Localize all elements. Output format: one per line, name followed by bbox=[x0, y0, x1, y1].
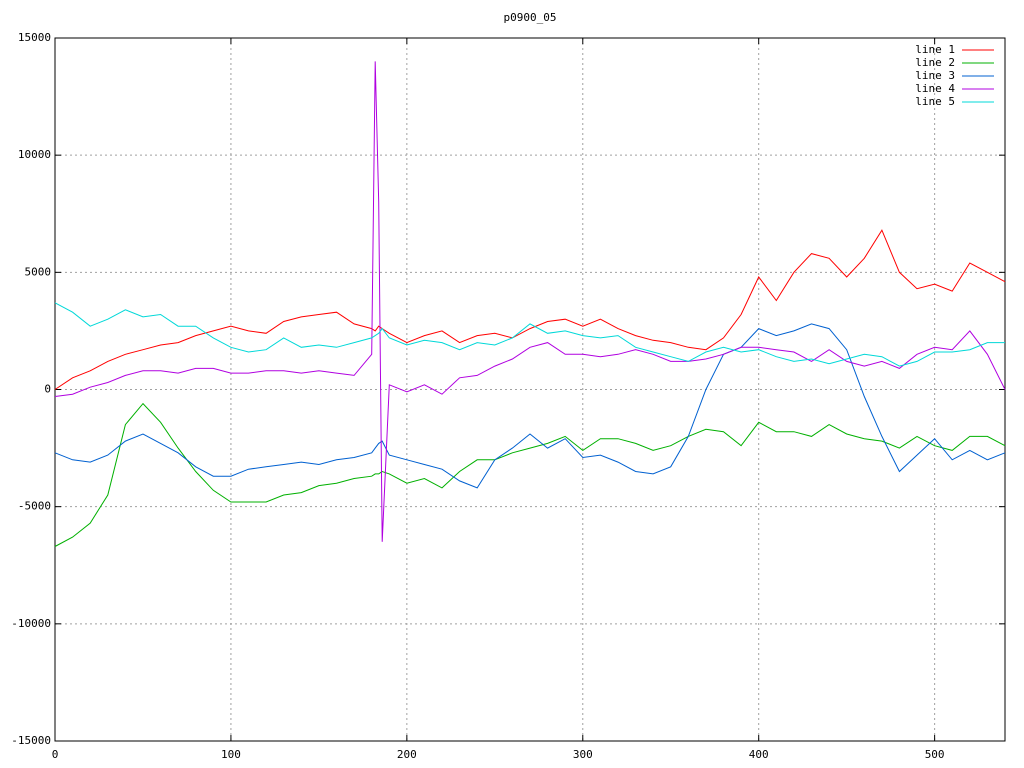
x-tick-label: 100 bbox=[221, 748, 241, 761]
x-tick-label: 300 bbox=[573, 748, 593, 761]
y-tick-label: 0 bbox=[44, 383, 51, 396]
x-tick-label: 0 bbox=[52, 748, 59, 761]
legend-label: line 1 bbox=[915, 43, 955, 56]
y-tick-label: -15000 bbox=[11, 734, 51, 747]
chart-title: p0900_05 bbox=[504, 11, 557, 24]
y-tick-label: -10000 bbox=[11, 617, 51, 630]
data-line bbox=[54, 302, 1005, 367]
legend-label: line 2 bbox=[915, 56, 955, 69]
legend-label: line 5 bbox=[915, 95, 955, 108]
y-tick-label: -5000 bbox=[18, 500, 51, 513]
data-line bbox=[54, 402, 1006, 547]
data-line bbox=[54, 61, 1006, 542]
y-tick-label: 15000 bbox=[18, 31, 51, 44]
x-tick-label: 500 bbox=[925, 748, 945, 761]
legend-label: line 3 bbox=[915, 69, 955, 82]
data-line bbox=[54, 229, 1006, 390]
data-line bbox=[54, 323, 1006, 489]
x-tick-label: 200 bbox=[397, 748, 417, 761]
y-tick-label: 5000 bbox=[25, 265, 52, 278]
y-tick-label: 10000 bbox=[18, 148, 51, 161]
legend-label: line 4 bbox=[915, 82, 955, 95]
x-tick-label: 400 bbox=[749, 748, 769, 761]
